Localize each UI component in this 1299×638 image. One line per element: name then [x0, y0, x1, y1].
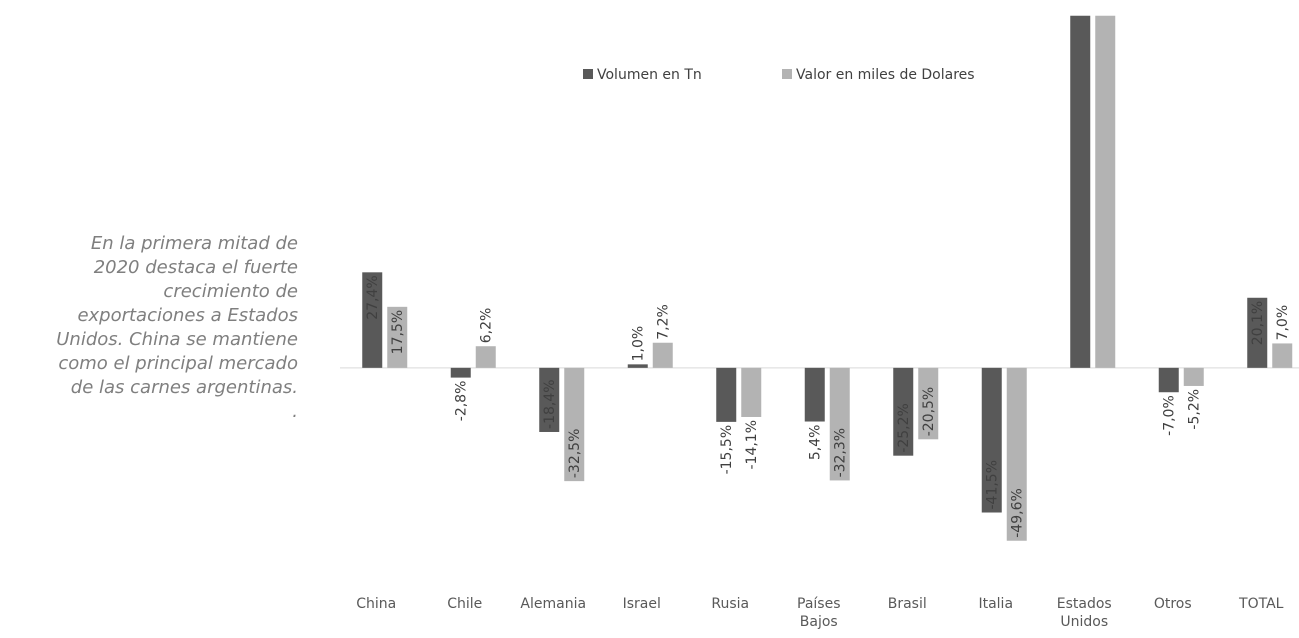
data-label: -18,4% — [542, 379, 558, 429]
x-tick-label: Estados Unidos — [1056, 596, 1112, 630]
annotation-line: crecimiento de — [163, 281, 298, 302]
data-label: -41,5% — [985, 460, 1001, 510]
annotation-line: exportaciones a Estados — [77, 305, 298, 326]
annotation-line: Unidos. China se mantiene — [56, 329, 298, 350]
data-label: 7,0% — [1275, 305, 1291, 341]
data-label: -14,1% — [744, 420, 760, 470]
bar — [450, 367, 471, 378]
bar — [1158, 367, 1179, 393]
annotation-line: como el principal mercado — [58, 353, 298, 374]
data-label: 20,1% — [1250, 301, 1266, 345]
bar — [652, 342, 673, 368]
data-label: -5,2% — [1187, 389, 1203, 430]
x-tick-label: Países Bajos — [797, 596, 841, 630]
bar — [1272, 343, 1293, 368]
bar — [362, 272, 383, 368]
data-label: 7,2% — [656, 304, 672, 340]
bar — [1095, 15, 1116, 368]
bar — [829, 367, 850, 481]
bar — [1247, 297, 1268, 368]
legend-swatch — [782, 69, 792, 79]
data-label: 1,0% — [631, 326, 647, 362]
bar — [627, 364, 648, 368]
data-label: 5,4% — [808, 425, 824, 461]
data-label: -2,8% — [454, 381, 470, 422]
annotation-line: En la primera mitad de — [90, 233, 298, 254]
data-label: -7,0% — [1162, 395, 1178, 436]
bar — [387, 306, 408, 368]
bar — [1006, 367, 1027, 541]
bar — [716, 367, 737, 422]
x-tick-label: Otros — [1153, 596, 1192, 612]
data-label: -49,6% — [1010, 488, 1026, 538]
annotation-line: de las carnes argentinas. — [70, 377, 298, 398]
bar — [981, 367, 1002, 513]
x-tick-label: Chile — [447, 596, 483, 612]
data-label: -15,5% — [719, 425, 735, 475]
data-label: 27,4% — [365, 275, 381, 319]
bar — [475, 346, 496, 368]
annotation: En la primera mitad de 2020 destaca el fu… — [0, 232, 298, 424]
x-tick-label: Brasil — [887, 596, 927, 612]
bar — [1070, 15, 1091, 368]
x-tick-label: Israel — [622, 596, 661, 612]
legend-label: Valor en miles de Dolares — [796, 67, 975, 83]
data-label: -32,3% — [833, 428, 849, 478]
bar — [564, 367, 585, 482]
bar — [741, 367, 762, 417]
bar — [918, 367, 939, 440]
data-label: -20,5% — [921, 387, 937, 437]
data-label: -32,5% — [567, 429, 583, 479]
bar — [1183, 367, 1204, 386]
data-label: 6,2% — [479, 308, 495, 344]
bar — [539, 367, 560, 432]
legend-label: Volumen en Tn — [597, 67, 702, 83]
x-tick-label: TOTAL — [1239, 596, 1284, 612]
bar — [804, 367, 825, 422]
x-tick-label: China — [356, 596, 397, 612]
data-label: 17,5% — [390, 310, 406, 354]
annotation-line: . — [292, 401, 298, 422]
x-tick-label: Rusia — [711, 596, 750, 612]
x-tick-label: Alemania — [520, 596, 587, 612]
bar — [893, 367, 914, 456]
annotation-line: 2020 destaca el fuerte — [93, 257, 298, 278]
x-tick-label: Italia — [978, 596, 1014, 612]
legend-swatch — [583, 69, 593, 79]
data-label: -25,2% — [896, 403, 912, 453]
